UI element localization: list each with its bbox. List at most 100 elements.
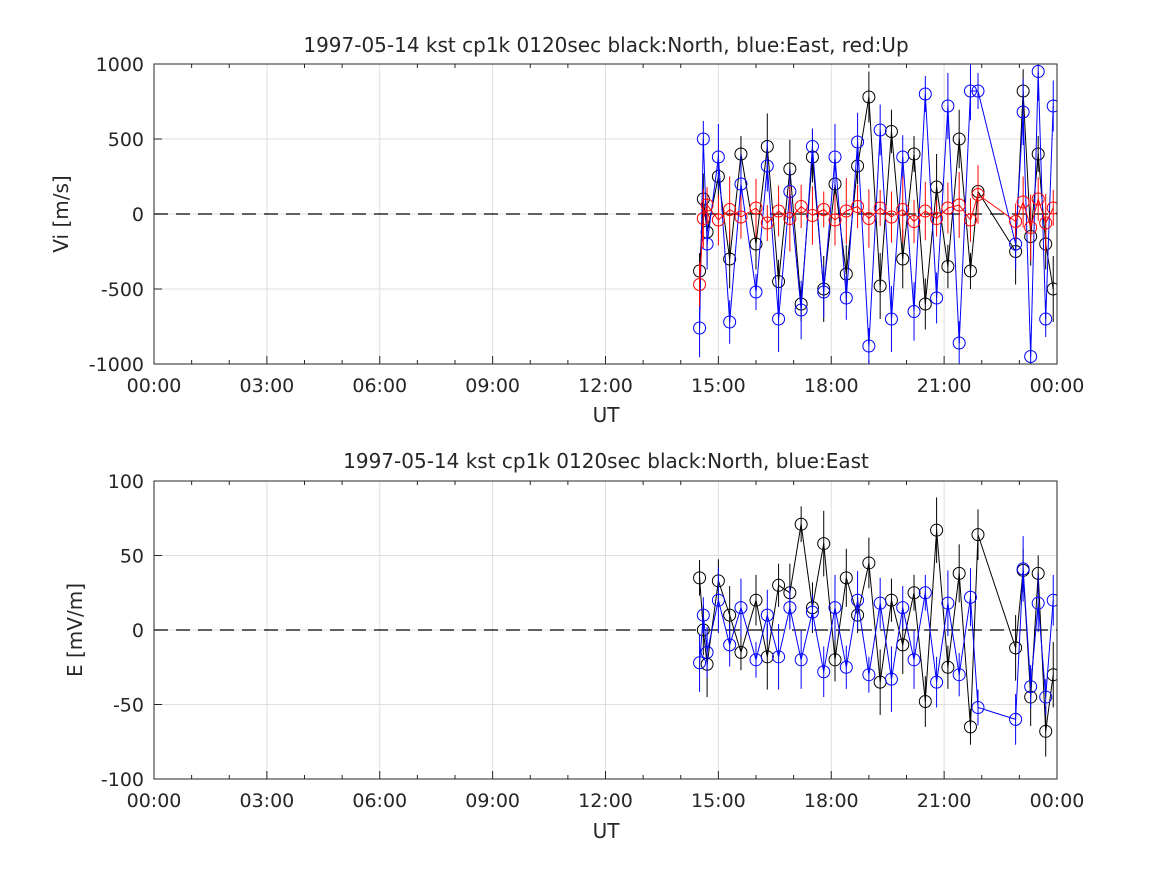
velocity-series-up-point [1046, 201, 1057, 215]
velocity-y-tick-label: 500 [108, 129, 144, 151]
velocity-series-east-point [896, 150, 910, 164]
electric-field-panel-x-label: UT [593, 819, 621, 843]
electric-field-series-north-point [918, 695, 932, 709]
velocity-series-east-point [749, 285, 763, 299]
velocity-panel-y-label: Vi [m/s] [49, 175, 73, 252]
velocity-x-tick-label: 12:00 [578, 375, 633, 397]
velocity-x-tick-label: 00:00 [127, 375, 182, 397]
electric-field-series-north-point [1009, 641, 1023, 655]
velocity-series-up-point [805, 209, 819, 222]
velocity-x-tick-label: 09:00 [465, 375, 520, 397]
electric-field-series-north-point [941, 660, 955, 674]
velocity-series-north-point [1031, 147, 1045, 161]
electric-field-series-east-point [971, 700, 985, 714]
velocity-series-east-point [963, 84, 977, 98]
velocity-series-up-point [711, 213, 725, 227]
velocity-series-north-point [862, 90, 876, 104]
velocity-series-up-point [971, 188, 985, 201]
electric-field-series-east-point [896, 601, 910, 615]
electric-field-y-tick-label: -50 [113, 695, 144, 717]
electric-field-series-east-point [851, 593, 865, 607]
electric-field-series-east-point [1009, 712, 1023, 726]
electric-field-series-north-point [772, 578, 786, 592]
velocity-panel: 1997-05-14 kst cp1k 0120sec black:North,… [49, 33, 1084, 427]
electric-field-series-east-point [1046, 593, 1057, 607]
velocity-series-up-point [700, 198, 714, 212]
velocity-series-up-point [862, 212, 876, 225]
electric-field-series-east-point [862, 668, 876, 682]
velocity-series-east-point [794, 303, 808, 317]
velocity-series-east-point [930, 291, 944, 305]
velocity-series-up-point [696, 212, 710, 225]
velocity-series-up-point [794, 200, 808, 213]
velocity-x-tick-label: 06:00 [352, 375, 407, 397]
electric-field-series-east-point [817, 665, 831, 679]
velocity-series-east-point [700, 237, 714, 251]
velocity-y-tick-label: 0 [132, 204, 144, 226]
electric-field-series-east-point [952, 668, 966, 682]
velocity-series-up-point [1031, 192, 1045, 206]
electric-field-x-tick-label: 12:00 [578, 790, 633, 812]
electric-field-data-group [693, 497, 1057, 757]
velocity-series-up-point [723, 203, 737, 216]
velocity-series-up-point [851, 200, 865, 213]
electric-field-series-east-point [1024, 680, 1038, 694]
velocity-series-north-point [884, 125, 898, 138]
electric-field-x-tick-label: 09:00 [465, 790, 520, 812]
velocity-series-up-point [749, 201, 763, 215]
velocity-panel-x-label: UT [593, 403, 621, 427]
electric-field-series-east-point [700, 645, 714, 659]
electric-field-series-east-point [805, 605, 819, 619]
electric-field-series-east-point [772, 650, 786, 664]
velocity-series-east-point [862, 339, 876, 353]
electric-field-series-north-point [963, 720, 977, 734]
electric-field-series-east-point [963, 590, 977, 604]
electric-field-series-east-point [828, 601, 842, 615]
velocity-series-east-point [907, 305, 921, 318]
velocity-series-east-point [734, 177, 748, 191]
velocity-series-north-point [952, 132, 966, 146]
velocity-series-east-point [696, 132, 710, 146]
electric-field-x-tick-label: 18:00 [804, 790, 859, 812]
electric-field-series-north-point [930, 523, 944, 537]
electric-field-series-north-point [749, 593, 763, 607]
velocity-series-east-point [1039, 312, 1053, 326]
velocity-series-up-point [817, 203, 831, 216]
electric-field-panel-y-label: E [mV/m] [63, 583, 87, 677]
velocity-y-tick-label: -500 [101, 279, 144, 301]
electric-field-series-east-point [760, 608, 774, 622]
electric-field-series-east-point [783, 601, 797, 615]
velocity-series-up-point [873, 201, 887, 215]
velocity-series-up-point [884, 210, 898, 224]
velocity-x-tick-label: 15:00 [691, 375, 746, 397]
velocity-series-east-point [693, 321, 707, 335]
velocity-series-north-point [873, 279, 887, 293]
velocity-series-east-point [918, 87, 932, 101]
velocity-series-east-point [839, 291, 853, 305]
velocity-x-tick-label: 21:00 [917, 375, 972, 397]
velocity-series-north-point [963, 264, 977, 278]
electric-field-series-north-point [794, 517, 808, 531]
electric-field-series-east-point [749, 653, 763, 667]
velocity-series-east-point [1016, 105, 1030, 119]
electric-field-series-north-point [693, 571, 707, 585]
electric-field-series-north-point [723, 608, 737, 622]
velocity-series-north-point [749, 237, 763, 251]
velocity-series-up-point [1009, 215, 1023, 228]
velocity-series-up-point [907, 215, 921, 228]
velocity-series-east-point [952, 336, 966, 350]
velocity-series-up-point [693, 278, 707, 291]
electric-field-y-tick-label: 50 [120, 546, 144, 568]
electric-field-series-north-point [907, 586, 921, 600]
electric-field-x-tick-label: 00:00 [1030, 790, 1085, 812]
electric-field-panel: 1997-05-14 kst cp1k 0120sec black:North,… [63, 449, 1084, 843]
velocity-series-up-point [952, 198, 966, 212]
electric-field-x-tick-label: 06:00 [352, 790, 407, 812]
electric-field-series-east-point [1031, 596, 1045, 610]
velocity-series-east-point [772, 312, 786, 326]
electric-field-x-tick-label: 15:00 [691, 790, 746, 812]
velocity-series-east-point [817, 285, 831, 299]
electric-field-series-east-point [734, 601, 748, 615]
velocity-series-east-point [941, 99, 955, 113]
